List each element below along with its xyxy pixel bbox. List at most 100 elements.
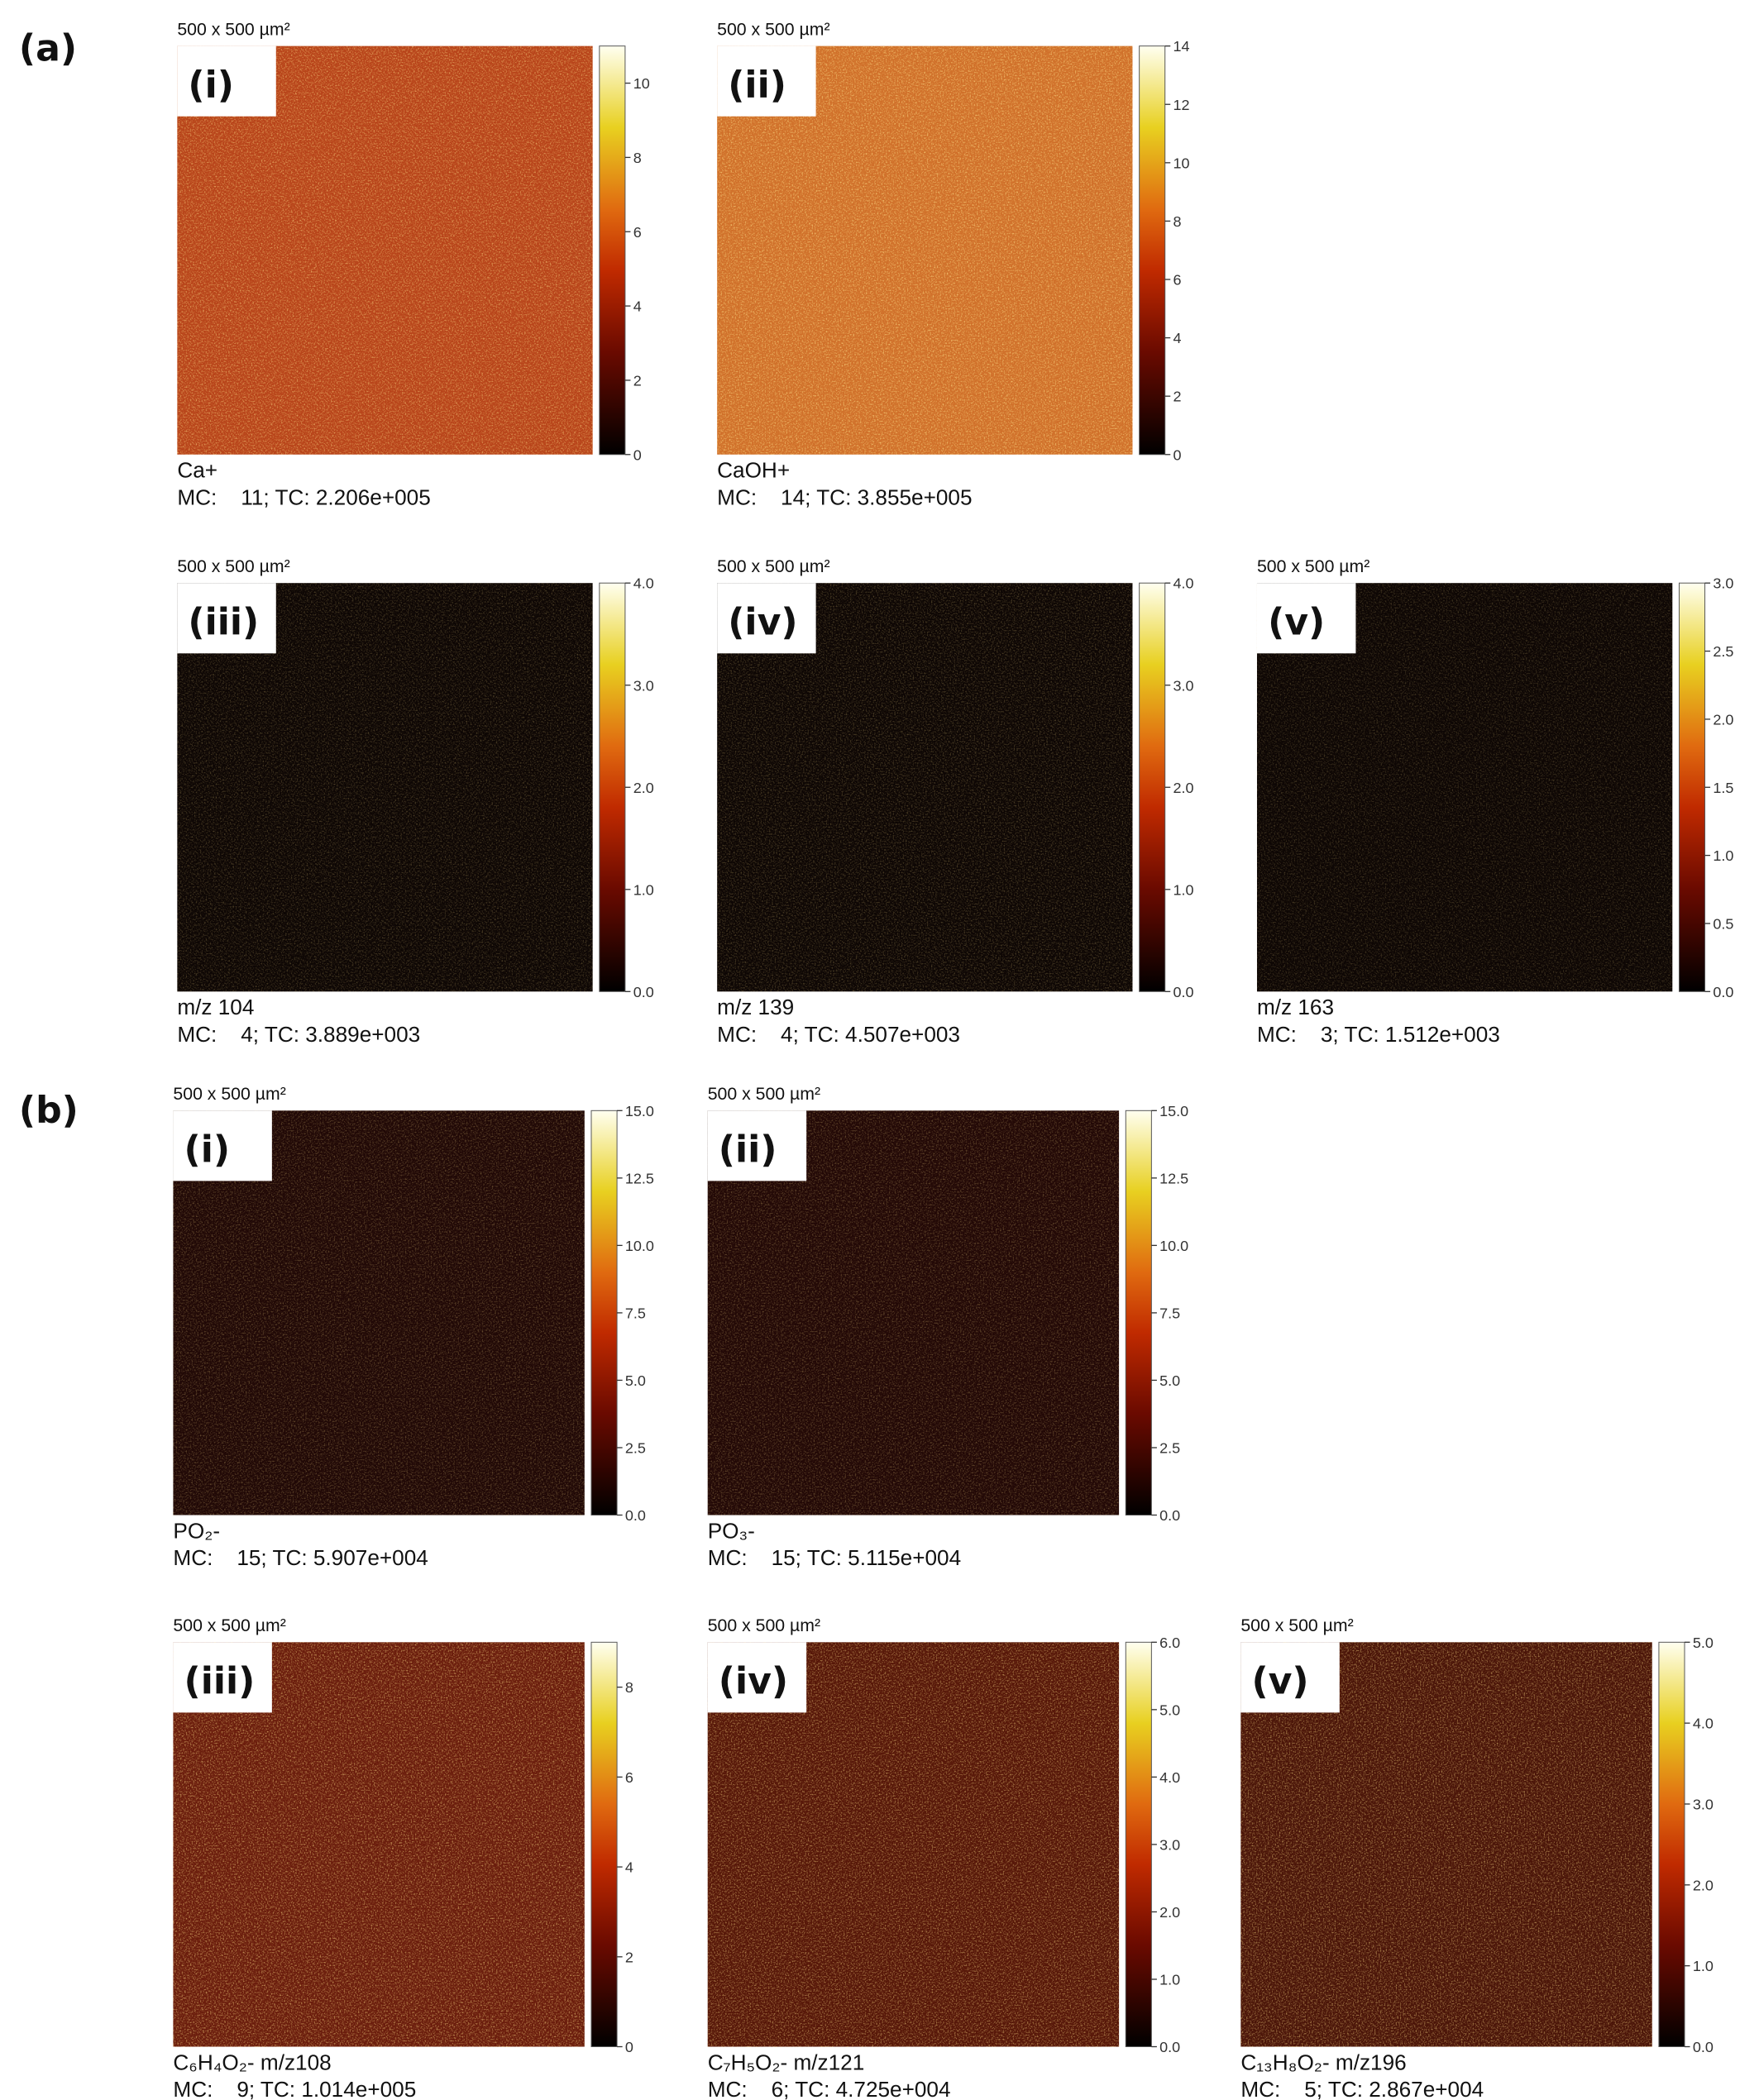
colorbar-tick-label: 0.5 bbox=[1713, 916, 1733, 933]
colorbar-tick-label: 7.5 bbox=[1159, 1305, 1180, 1321]
colorbar-tick-label: 0.0 bbox=[1159, 1507, 1180, 1524]
colorbar-tick-label: 0 bbox=[633, 446, 642, 463]
colorbar-tick-label: 0 bbox=[625, 2039, 633, 2055]
colorbar-tick-label: 12 bbox=[1173, 97, 1190, 113]
stats-label: MC: bbox=[173, 1545, 213, 1570]
scale-label: 500 x 500 µm² bbox=[177, 556, 289, 576]
ion-name: C₁₃H₈O₂- m/z196 bbox=[1240, 2050, 1406, 2074]
colorbar-tick-label: 6 bbox=[625, 1769, 633, 1786]
stats: 15; TC: 5.907e+004 bbox=[237, 1545, 428, 1570]
colorbar-tick-label: 10.0 bbox=[1159, 1238, 1188, 1254]
stats-label: MC: bbox=[717, 1022, 757, 1047]
ion-name: C₇H₅O₂- m/z121 bbox=[708, 2050, 865, 2074]
colorbar-tick-label: 1.0 bbox=[1693, 1958, 1714, 1974]
colorbar-tick-label: 4 bbox=[633, 298, 642, 315]
colorbar-tick-label: 3.0 bbox=[1159, 1836, 1180, 1853]
colorbar-tick-label: 0.0 bbox=[1159, 2039, 1180, 2055]
colorbar-tick-label: 0.0 bbox=[1173, 984, 1194, 1000]
colorbar bbox=[1125, 1641, 1152, 2048]
colorbar-tick-label: 8 bbox=[633, 150, 642, 166]
ion-name: PO₂- bbox=[173, 1518, 220, 1543]
stats-label: MC: bbox=[708, 2077, 748, 2100]
colorbar-tick-label: 3.0 bbox=[1173, 677, 1194, 694]
colorbar-tick-label: 10.0 bbox=[625, 1238, 654, 1254]
stats-label: MC: bbox=[717, 484, 757, 509]
panel-label: (iii) bbox=[184, 1660, 256, 1702]
label-box bbox=[1240, 1642, 1340, 1713]
panel-label: (ii) bbox=[719, 1129, 777, 1171]
colorbar-tick-label: 2 bbox=[625, 1949, 633, 1965]
stats: 9; TC: 1.014e+005 bbox=[237, 2077, 416, 2100]
label-box bbox=[1256, 583, 1356, 654]
colorbar-tick-label: 0 bbox=[1173, 446, 1182, 463]
panel-label: (v) bbox=[1251, 1660, 1308, 1702]
scale-label: 500 x 500 µm² bbox=[1257, 556, 1369, 576]
colorbar bbox=[599, 45, 626, 456]
colorbar bbox=[1658, 1641, 1685, 2048]
scale-label: 500 x 500 µm² bbox=[717, 20, 829, 40]
colorbar-tick-label: 6 bbox=[633, 224, 642, 241]
colorbar bbox=[599, 582, 626, 992]
panel-label: (iv) bbox=[719, 1660, 788, 1702]
panel-label: (iii) bbox=[188, 601, 259, 643]
colorbar-tick-label: 8 bbox=[1173, 213, 1182, 230]
colorbar-tick-label: 2.5 bbox=[625, 1440, 646, 1457]
stats-label: MC: bbox=[1240, 2077, 1280, 2100]
colorbar bbox=[1139, 45, 1166, 456]
stats: 4; TC: 3.889e+003 bbox=[241, 1022, 420, 1047]
label-box bbox=[707, 1642, 807, 1713]
colorbar-tick-label: 2.0 bbox=[1713, 711, 1733, 728]
colorbar-tick-label: 2.0 bbox=[1173, 780, 1194, 796]
colorbar-tick-label: 4.0 bbox=[1173, 575, 1194, 592]
stats: 3; TC: 1.512e+003 bbox=[1321, 1022, 1500, 1047]
stats: 15; TC: 5.115e+004 bbox=[772, 1545, 962, 1570]
scale-label: 500 x 500 µm² bbox=[173, 1616, 285, 1635]
colorbar-tick-label: 15.0 bbox=[625, 1103, 654, 1119]
panel-label: (v) bbox=[1268, 601, 1325, 643]
colorbar-tick-label: 10 bbox=[1173, 155, 1190, 171]
ion-name: m/z 104 bbox=[177, 995, 254, 1019]
colorbar-tick-label: 5.0 bbox=[1159, 1701, 1180, 1718]
stats: 6; TC: 4.725e+004 bbox=[772, 2077, 951, 2100]
colorbar-tick-label: 15.0 bbox=[1159, 1103, 1188, 1119]
colorbar-tick-label: 1.5 bbox=[1713, 780, 1733, 796]
panel-label: (i) bbox=[188, 64, 234, 107]
colorbar-tick-label: 4.0 bbox=[633, 575, 654, 592]
label-box bbox=[177, 583, 276, 654]
colorbar-tick-label: 6 bbox=[1173, 272, 1182, 289]
colorbar-tick-label: 4 bbox=[625, 1859, 633, 1876]
panel-label: (i) bbox=[184, 1129, 230, 1171]
stats: 14; TC: 3.855e+005 bbox=[781, 484, 972, 509]
scale-label: 500 x 500 µm² bbox=[1240, 1616, 1353, 1635]
ion-name: Ca+ bbox=[177, 458, 217, 483]
colorbar bbox=[590, 1641, 618, 2048]
stats-label: MC: bbox=[1257, 1022, 1297, 1047]
colorbar bbox=[1125, 1110, 1152, 1516]
ion-name: C₆H₄O₂- m/z108 bbox=[173, 2050, 331, 2074]
colorbar-tick-label: 14 bbox=[1173, 38, 1190, 55]
stats: 4; TC: 4.507e+003 bbox=[781, 1022, 960, 1047]
stats: 11; TC: 2.206e+005 bbox=[241, 484, 431, 509]
stats: 5; TC: 2.867e+004 bbox=[1304, 2077, 1484, 2100]
panel-label: (ii) bbox=[728, 64, 786, 107]
colorbar-tick-label: 0.0 bbox=[625, 1507, 646, 1524]
colorbar-tick-label: 1.0 bbox=[1159, 1972, 1180, 1988]
ion-name: PO₃- bbox=[708, 1518, 755, 1543]
colorbar-tick-label: 0.0 bbox=[1693, 2039, 1714, 2055]
colorbar-tick-label: 4.0 bbox=[1693, 1716, 1714, 1732]
scale-label: 500 x 500 µm² bbox=[173, 1084, 285, 1104]
colorbar-tick-label: 2.5 bbox=[1159, 1440, 1180, 1457]
colorbar-tick-label: 1.0 bbox=[1713, 847, 1733, 864]
ion-name: m/z 163 bbox=[1257, 995, 1334, 1019]
colorbar-tick-label: 0.0 bbox=[633, 984, 654, 1000]
label-box bbox=[173, 1642, 272, 1713]
colorbar-tick-label: 1.0 bbox=[633, 881, 654, 898]
label-box bbox=[707, 1110, 807, 1181]
colorbar-tick-label: 0.0 bbox=[1713, 984, 1733, 1000]
colorbar-tick-label: 3.0 bbox=[633, 677, 654, 694]
colorbar-tick-label: 1.0 bbox=[1173, 881, 1194, 898]
colorbar bbox=[1139, 582, 1166, 992]
colorbar-tick-label: 3.0 bbox=[1693, 1797, 1714, 1813]
